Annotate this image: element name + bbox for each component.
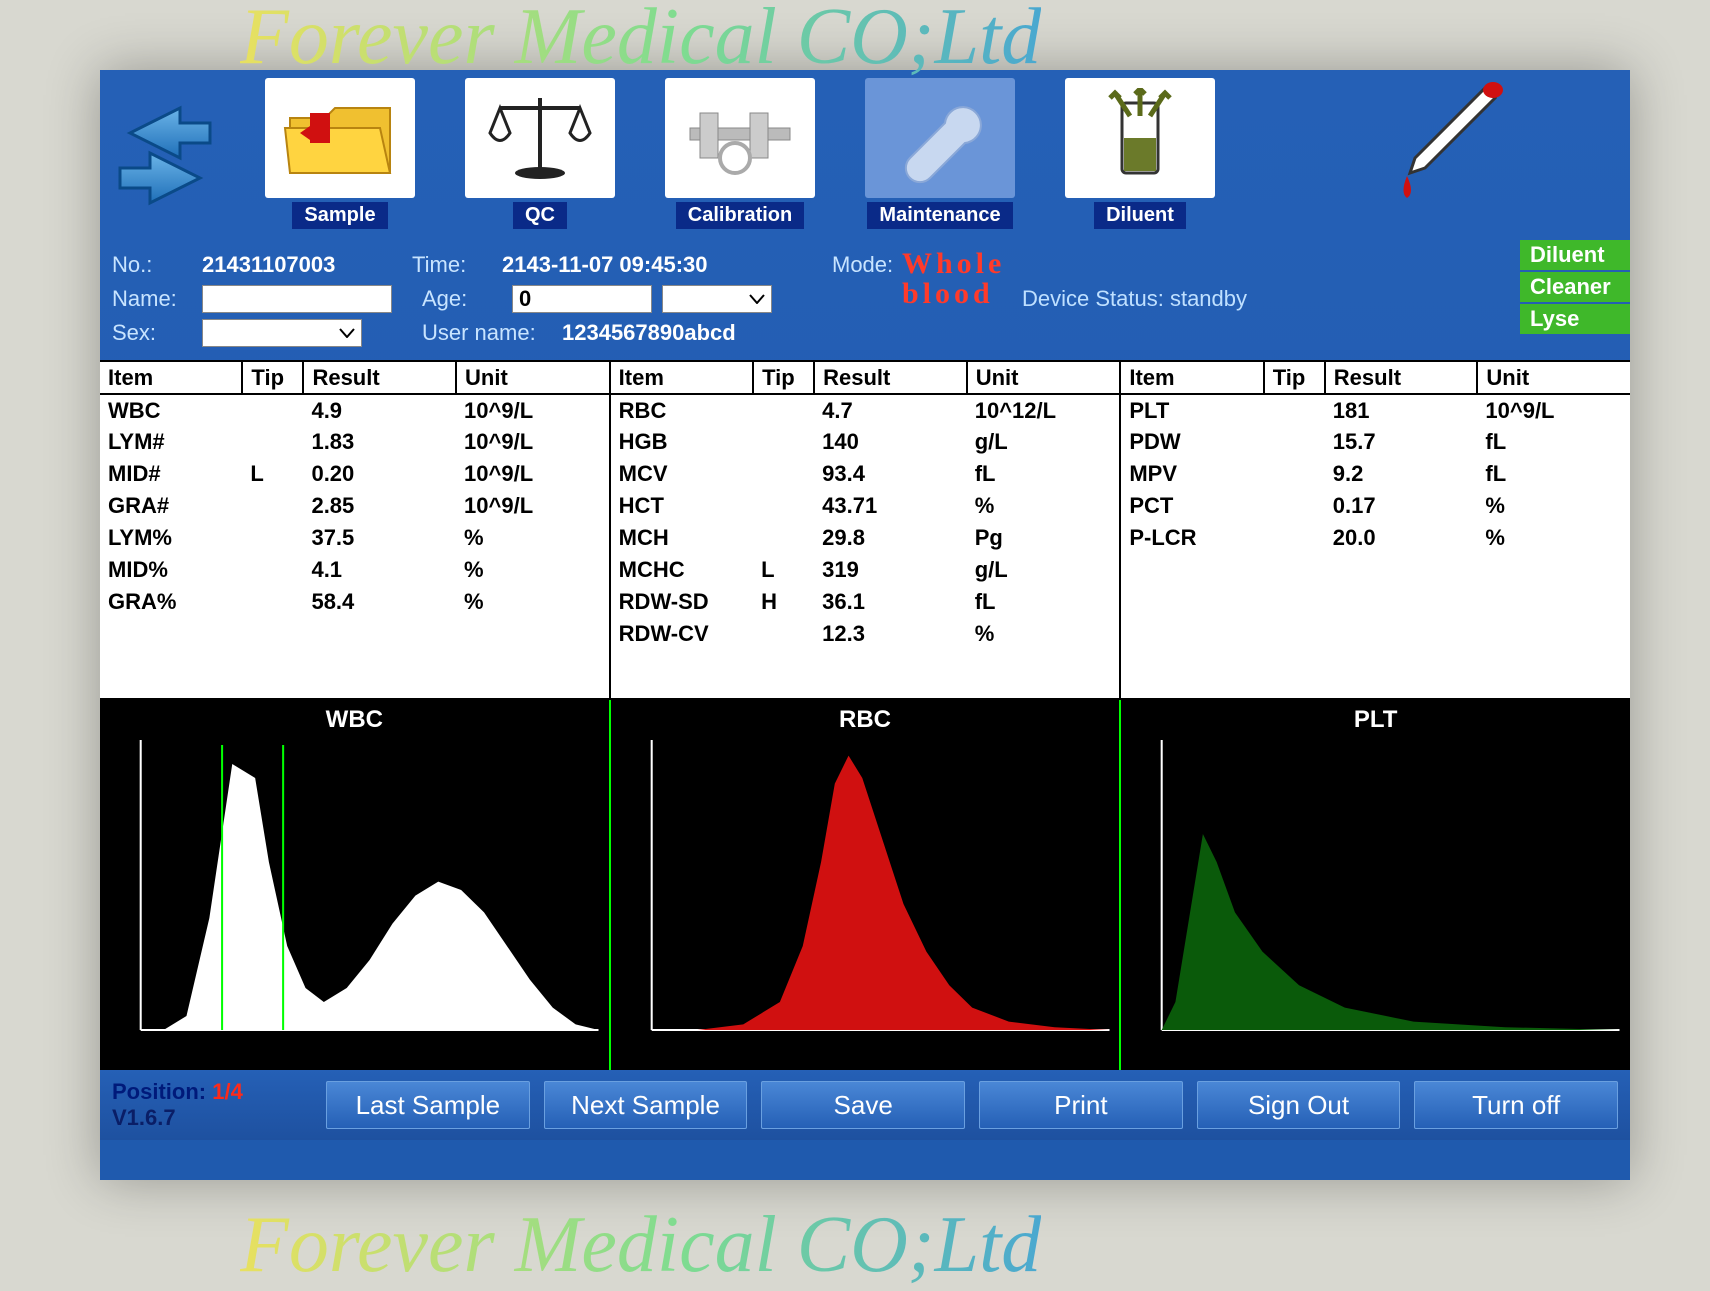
toolbar-diluent-label: Diluent xyxy=(1094,202,1186,229)
toolbar-qc[interactable]: QC xyxy=(450,78,630,229)
table-row: PLT18110^9/L xyxy=(1121,394,1630,426)
age-input[interactable]: 0 xyxy=(512,285,652,313)
col-unit: Unit xyxy=(456,362,609,394)
tube-icon xyxy=(1065,78,1215,198)
time-label: Time: xyxy=(412,252,492,278)
chevron-down-icon xyxy=(749,294,765,304)
sex-select[interactable] xyxy=(202,319,362,347)
position-label: Position: xyxy=(112,1079,206,1104)
caliper-icon xyxy=(665,78,815,198)
toolbar-maintenance-label: Maintenance xyxy=(867,202,1012,229)
table-row: MPV9.2fL xyxy=(1121,458,1630,490)
last-sample-button[interactable]: Last Sample xyxy=(326,1081,530,1129)
col-unit: Unit xyxy=(967,362,1120,394)
table-row: RDW-CV12.3% xyxy=(611,618,1120,650)
toolbar-calibration[interactable]: Calibration xyxy=(650,78,830,229)
table-row: MCHCL319g/L xyxy=(611,554,1120,586)
histo-rbc: RBC xyxy=(611,700,1122,1070)
histo-wbc: WBC xyxy=(100,700,611,1070)
device-screen: Sample QC xyxy=(100,70,1630,1180)
reagent-lyse[interactable]: Lyse xyxy=(1520,304,1630,334)
name-label: Name: xyxy=(112,286,192,312)
version: V1.6.7 xyxy=(112,1105,312,1131)
watermark-bottom: Forever Medical CO;Ltd xyxy=(240,1200,1041,1291)
col-tip: Tip xyxy=(753,362,814,394)
table-row: RBC4.710^12/L xyxy=(611,394,1120,426)
table-row: WBC4.910^9/L xyxy=(100,394,609,426)
table-row: PCT0.17% xyxy=(1121,490,1630,522)
age-unit-select[interactable] xyxy=(662,285,772,313)
chevron-down-icon xyxy=(339,328,355,338)
table-row: MID#L0.2010^9/L xyxy=(100,458,609,490)
mode-value-2: blood xyxy=(902,279,1005,309)
histo-plt: PLT xyxy=(1121,700,1630,1070)
age-label: Age: xyxy=(422,286,502,312)
turn-off-button[interactable]: Turn off xyxy=(1414,1081,1618,1129)
sex-label: Sex: xyxy=(112,320,192,346)
no-value: 21431107003 xyxy=(202,252,402,278)
histograms: WBC RBC PLT xyxy=(100,700,1630,1070)
table-row: LYM%37.5% xyxy=(100,522,609,554)
col-unit: Unit xyxy=(1477,362,1630,394)
col-tip: Tip xyxy=(242,362,303,394)
scale-icon xyxy=(465,78,615,198)
reagent-diluent[interactable]: Diluent xyxy=(1520,240,1630,270)
no-label: No.: xyxy=(112,252,192,278)
toolbar-sample-label: Sample xyxy=(292,202,387,229)
table-row: LYM#1.8310^9/L xyxy=(100,426,609,458)
time-value: 2143-11-07 09:45:30 xyxy=(502,252,822,278)
dropper-icon[interactable] xyxy=(1250,78,1620,208)
panel-wbc: ItemTipResultUnitWBC4.910^9/LLYM#1.8310^… xyxy=(100,362,611,698)
panel-plt: ItemTipResultUnitPLT18110^9/LPDW15.7fLMP… xyxy=(1121,362,1630,698)
user-value: 1234567890abcd xyxy=(562,320,736,346)
nav-arrows[interactable] xyxy=(110,78,230,208)
table-row: MCV93.4fL xyxy=(611,458,1120,490)
table-row: MCH29.8Pg xyxy=(611,522,1120,554)
col-tip: Tip xyxy=(1264,362,1325,394)
print-button[interactable]: Print xyxy=(979,1081,1183,1129)
table-row: GRA%58.4% xyxy=(100,586,609,618)
save-button[interactable]: Save xyxy=(761,1081,965,1129)
position-box: Position: 1/4 V1.6.7 xyxy=(112,1079,312,1132)
next-sample-button[interactable]: Next Sample xyxy=(544,1081,748,1129)
table-row: MID%4.1% xyxy=(100,554,609,586)
name-input[interactable] xyxy=(202,285,392,313)
table-row: HGB140g/L xyxy=(611,426,1120,458)
wrench-icon xyxy=(865,78,1015,198)
mode-value-1: Whole xyxy=(902,249,1005,279)
col-item: Item xyxy=(611,362,753,394)
table-row: PDW15.7fL xyxy=(1121,426,1630,458)
footer: Position: 1/4 V1.6.7 Last Sample Next Sa… xyxy=(100,1070,1630,1140)
position-value: 1/4 xyxy=(212,1079,243,1104)
col-item: Item xyxy=(100,362,242,394)
col-result: Result xyxy=(814,362,967,394)
table-row: RDW-SDH36.1fL xyxy=(611,586,1120,618)
device-status: Device Status: standby xyxy=(1022,286,1247,312)
folder-icon xyxy=(265,78,415,198)
col-item: Item xyxy=(1121,362,1263,394)
mode-label: Mode: xyxy=(832,252,892,278)
results-area: ItemTipResultUnitWBC4.910^9/LLYM#1.8310^… xyxy=(100,360,1630,700)
user-label: User name: xyxy=(422,320,552,346)
col-result: Result xyxy=(303,362,456,394)
toolbar: Sample QC xyxy=(100,70,1630,240)
table-row: P-LCR20.0% xyxy=(1121,522,1630,554)
toolbar-maintenance[interactable]: Maintenance xyxy=(850,78,1030,229)
toolbar-diluent[interactable]: Diluent xyxy=(1050,78,1230,229)
toolbar-sample[interactable]: Sample xyxy=(250,78,430,229)
toolbar-qc-label: QC xyxy=(513,202,567,229)
col-result: Result xyxy=(1325,362,1478,394)
table-row: GRA#2.8510^9/L xyxy=(100,490,609,522)
reagent-tags: Diluent Cleaner Lyse xyxy=(1520,240,1630,334)
reagent-cleaner[interactable]: Cleaner xyxy=(1520,272,1630,302)
panel-rbc: ItemTipResultUnitRBC4.710^12/LHGB140g/LM… xyxy=(611,362,1122,698)
info-bar: Diluent Cleaner Lyse No.: 21431107003 Ti… xyxy=(100,240,1630,360)
toolbar-calibration-label: Calibration xyxy=(676,202,804,229)
sign-out-button[interactable]: Sign Out xyxy=(1197,1081,1401,1129)
table-row: HCT43.71% xyxy=(611,490,1120,522)
